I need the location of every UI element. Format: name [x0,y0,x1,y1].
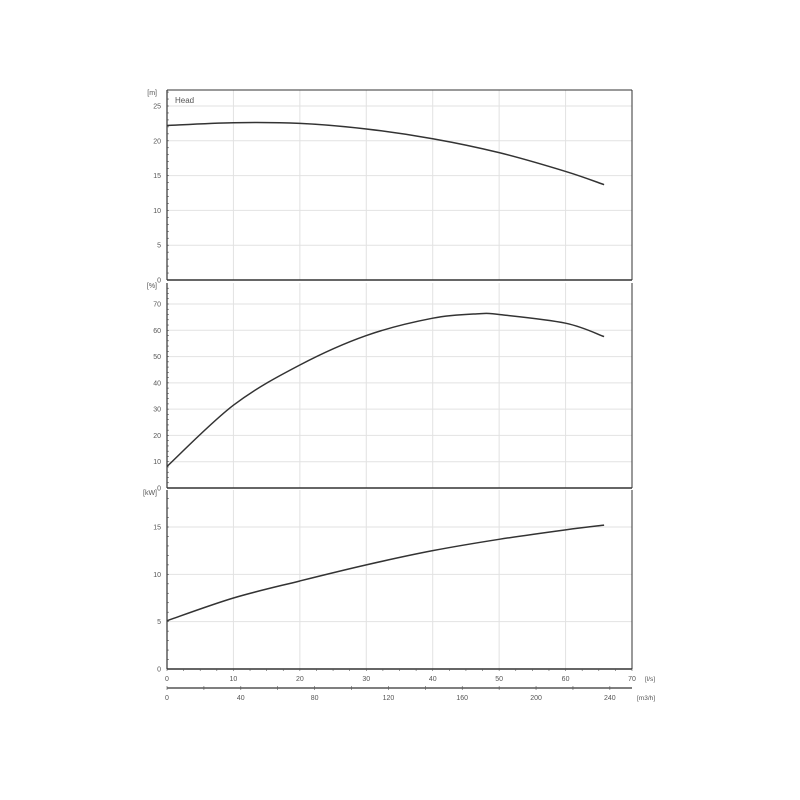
panel-title: Head [175,96,194,105]
x-tick-label: 50 [495,676,503,683]
y-axis-unit-label: [m] [147,90,157,97]
y-axis-unit-label: [%] [147,283,157,290]
y-tick-label: 0 [157,486,161,493]
y-axis-unit-label: [kW] [143,490,157,497]
secondary-x-tick-label: 40 [237,695,245,702]
curve-line-1 [166,121,605,186]
y-tick-label: 30 [153,407,161,414]
y-tick-label: 5 [157,243,161,250]
y-tick-label: 15 [153,525,161,532]
x-tick-label: 30 [362,676,370,683]
x-axis-unit-label: [l/s] [645,676,655,683]
y-tick-label: 5 [157,619,161,626]
y-tick-label: 0 [157,667,161,674]
secondary-x-tick-label: 240 [604,695,616,702]
secondary-x-tick-label: 80 [311,695,319,702]
secondary-x-tick-label: 0 [165,695,169,702]
x-tick-label: 20 [296,676,304,683]
secondary-x-tick-label: 200 [530,695,542,702]
y-tick-label: 20 [153,433,161,440]
y-tick-label: 10 [153,459,161,466]
y-tick-label: 15 [153,173,161,180]
x-tick-label: 60 [562,676,570,683]
y-tick-label: 50 [153,354,161,361]
y-tick-label: 40 [153,380,161,387]
secondary-x-tick-label: 160 [456,695,468,702]
x-tick-label: 0 [165,676,169,683]
curve-line-3 [166,524,605,622]
x-tick-label: 10 [230,676,238,683]
y-tick-label: 20 [153,138,161,145]
secondary-x-tick-label: 120 [383,695,395,702]
curve-line-2 [166,312,605,467]
x-tick-label: 70 [628,676,636,683]
y-tick-label: 10 [153,572,161,579]
y-tick-label: 70 [153,302,161,309]
y-tick-label: 10 [153,208,161,215]
y-tick-label: 25 [153,104,161,111]
secondary-x-axis-unit-label: [m3/h] [637,695,655,702]
y-tick-label: 60 [153,328,161,335]
y-tick-label: 0 [157,278,161,285]
x-tick-label: 40 [429,676,437,683]
